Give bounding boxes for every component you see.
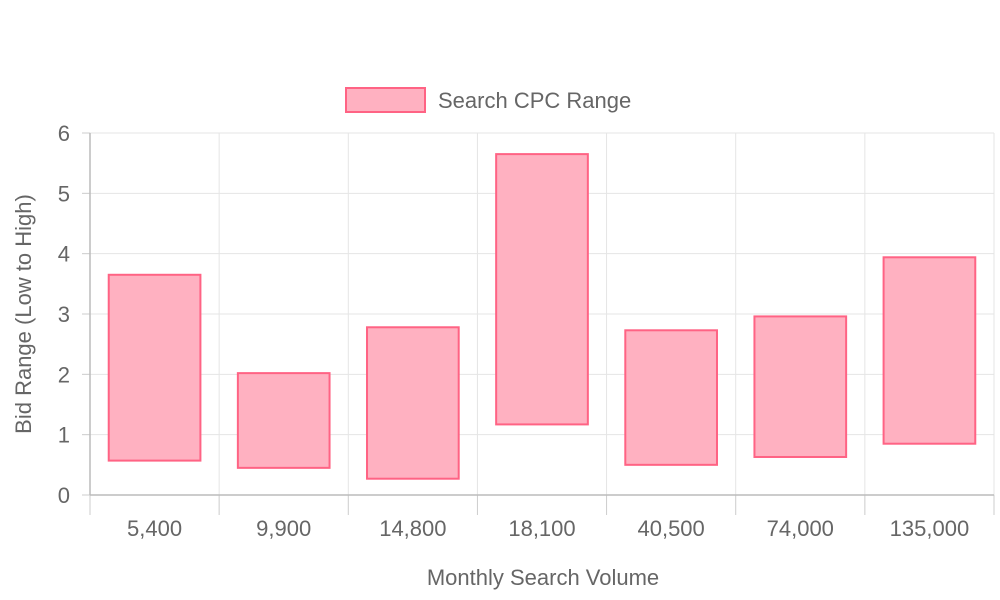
x-tick-label: 135,000 [890,516,970,541]
x-tick-label: 18,100 [508,516,575,541]
axes [82,132,995,515]
range-bar[interactable] [753,315,848,458]
range-bar[interactable] [624,329,718,466]
y-tick-labels: 0 1 2 3 4 5 6 [58,121,70,508]
x-tick-label: 14,800 [379,516,446,541]
x-tick-label: 5,400 [127,516,182,541]
x-tick-label: 74,000 [767,516,834,541]
y-tick-label: 0 [58,483,70,508]
y-tick-label: 4 [58,242,70,267]
y-tick-label: 2 [58,362,70,387]
y-tick-label: 5 [58,181,70,206]
range-bar[interactable] [107,273,202,462]
x-tick-labels: 5,400 9,900 14,800 18,100 40,500 74,000 135,00… [127,516,969,541]
y-axis-title: Bid Range (Low to High) [11,194,36,434]
range-bar[interactable] [366,326,460,480]
y-tick-label: 3 [58,302,70,327]
legend-swatch [345,87,426,113]
range-bar[interactable] [882,256,977,445]
bars [107,153,977,480]
x-axis-title: Monthly Search Volume [427,565,659,590]
range-bar[interactable] [236,372,331,469]
y-tick-label: 1 [58,423,70,448]
range-bar[interactable] [495,153,589,426]
legend[interactable]: Search CPC Range [345,87,631,113]
legend-label: Search CPC Range [438,88,631,113]
x-tick-label: 40,500 [637,516,704,541]
x-tick-label: 9,900 [256,516,311,541]
y-tick-label: 6 [58,121,70,146]
